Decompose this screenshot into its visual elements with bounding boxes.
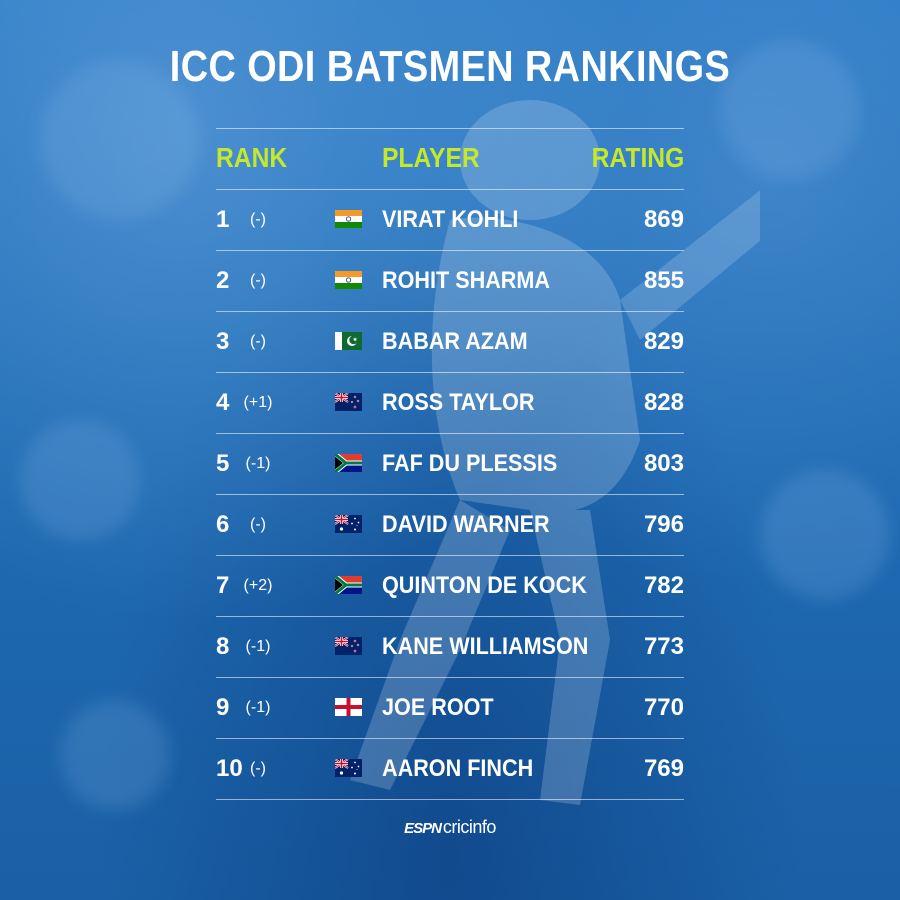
divider [216, 555, 684, 556]
divider [216, 250, 684, 251]
divider [216, 494, 684, 495]
player-rating: 769 [643, 755, 684, 782]
player-rating: 869 [643, 206, 684, 233]
divider [216, 128, 684, 129]
divider [216, 677, 684, 678]
header-rating: RATING [591, 142, 684, 173]
table-row: 2 (-) ROHIT SHARMA 855 [216, 251, 684, 311]
rank-change: (-) [250, 333, 266, 350]
rank-change: (-) [250, 516, 266, 533]
rank-change: (+1) [243, 394, 273, 411]
divider [216, 616, 684, 617]
table-row: 10 (-) AARON FINCH 769 [216, 739, 684, 799]
rank-change: (-) [250, 272, 266, 289]
divider [216, 372, 684, 373]
table-row: 7 (+2) QUINTON DE KOCK 782 [216, 556, 684, 616]
player-rating: 782 [643, 572, 684, 599]
divider [216, 189, 684, 190]
table-row: 5 (-1) FAF DU PLESSIS 803 [216, 434, 684, 494]
player-rating: 773 [643, 633, 684, 660]
player-name: AARON FINCH [382, 755, 534, 782]
rank-change: (-) [250, 211, 266, 228]
pakistan-flag [335, 332, 362, 350]
divider [216, 738, 684, 739]
rank-change: (-1) [245, 699, 271, 716]
header-rank: RANK [216, 142, 288, 173]
espncricinfo-logo: ESPN cricinfo [0, 817, 900, 838]
rank-change: (-) [250, 760, 266, 777]
divider [216, 799, 684, 800]
rank-number: 10 [216, 755, 243, 782]
player-name: KANE WILLIAMSON [382, 633, 589, 660]
player-name: ROSS TAYLOR [382, 389, 535, 416]
player-rating: 828 [643, 389, 684, 416]
player-rating: 829 [643, 328, 684, 355]
table-row: 4 (+1) ROSS TAYLOR 828 [216, 373, 684, 433]
rank-number: 5 [216, 450, 230, 477]
rank-number: 3 [216, 328, 230, 355]
rank-number: 8 [216, 633, 230, 660]
table-row: 3 (-) BABAR AZAM 829 [216, 312, 684, 372]
player-name: QUINTON DE KOCK [382, 572, 587, 599]
player-rating: 796 [643, 511, 684, 538]
batsman-silhouette [350, 100, 760, 805]
player-name: JOE ROOT [382, 694, 494, 721]
header-player: PLAYER [382, 142, 480, 173]
page-title: ICC ODI BATSMEN RANKINGS [169, 42, 731, 91]
rank-change: (-1) [245, 455, 271, 472]
player-name: DAVID WARNER [382, 511, 550, 538]
player-name: BABAR AZAM [382, 328, 528, 355]
new-zealand-flag [335, 637, 362, 655]
divider [216, 433, 684, 434]
england-flag [335, 698, 362, 716]
new-zealand-flag [335, 393, 362, 411]
player-rating: 855 [643, 267, 684, 294]
rank-number: 7 [216, 572, 230, 599]
rank-number: 4 [216, 389, 230, 416]
rank-number: 6 [216, 511, 230, 538]
player-name: ROHIT SHARMA [382, 267, 550, 294]
india-flag [335, 271, 362, 289]
divider [216, 311, 684, 312]
india-flag [335, 210, 362, 228]
player-rating: 770 [643, 694, 684, 721]
table-row: 1 (-) VIRAT KOHLI 869 [216, 190, 684, 250]
rank-number: 2 [216, 267, 230, 294]
player-rating: 803 [643, 450, 684, 477]
south-africa-flag [335, 576, 362, 594]
player-name: VIRAT KOHLI [382, 206, 519, 233]
rankings-table: RANK PLAYER RATING 1 (-) VIRAT KOHLI 869 2 (-… [216, 128, 684, 800]
table-row: 6 (-) DAVID WARNER 796 [216, 495, 684, 555]
logo-espn: ESPN [404, 820, 442, 837]
rank-number: 9 [216, 694, 230, 721]
table-body: 1 (-) VIRAT KOHLI 869 2 (-) ROHIT SHARMA 855 3 (-… [216, 190, 684, 800]
rank-change: (-1) [245, 638, 271, 655]
table-row: 9 (-1) JOE ROOT 770 [216, 678, 684, 738]
south-africa-flag [335, 454, 362, 472]
table-row: 8 (-1) KANE WILLIAMSON 773 [216, 617, 684, 677]
rank-change: (+2) [243, 577, 273, 594]
logo-cricinfo: cricinfo [442, 817, 497, 837]
player-name: FAF DU PLESSIS [382, 450, 558, 477]
australia-flag [335, 515, 362, 533]
table-header: RANK PLAYER RATING [216, 129, 684, 189]
australia-flag [335, 759, 362, 777]
rank-number: 1 [216, 206, 230, 233]
